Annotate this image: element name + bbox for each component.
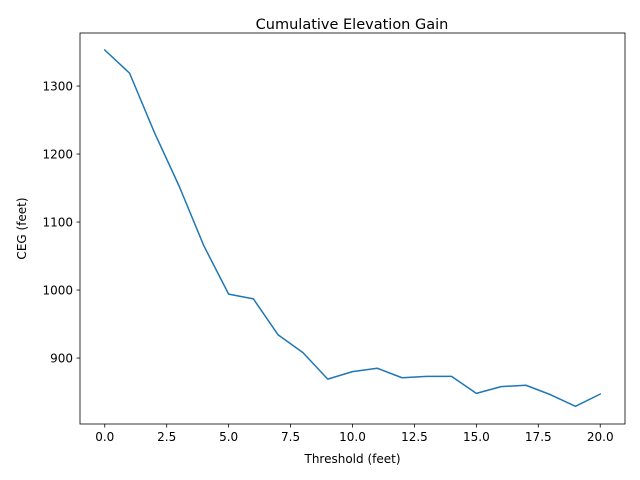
x-tick-label: 7.5	[281, 430, 300, 444]
series-line	[103, 48, 602, 408]
x-axis-label: Threshold (feet)	[303, 452, 400, 466]
y-tick-label: 900	[50, 352, 73, 366]
x-tick-label: 20.0	[587, 430, 614, 444]
y-tick-label: 1300	[42, 80, 73, 94]
x-tick-label: 5.0	[219, 430, 238, 444]
y-axis: 900 1000 1100 1200 1300	[42, 80, 80, 366]
plot-frame	[79, 32, 626, 425]
y-tick-label: 1000	[42, 284, 73, 298]
y-axis-label: CEG (feet)	[15, 197, 29, 259]
x-tick-label: 17.5	[525, 430, 552, 444]
plot-series	[103, 48, 602, 408]
x-tick-label: 15.0	[463, 430, 490, 444]
x-axis: 0.0 2.5 5.0 7.5 10.0 12.5 15.0 17.5 20.0	[95, 424, 614, 444]
x-tick-label: 0.0	[95, 430, 114, 444]
x-tick-label: 10.0	[339, 430, 366, 444]
chart-title: Cumulative Elevation Gain	[256, 17, 449, 33]
y-tick-label: 1100	[42, 216, 73, 230]
x-tick-label: 2.5	[157, 430, 176, 444]
y-tick-label: 1200	[42, 148, 73, 162]
x-tick-label: 12.5	[401, 430, 428, 444]
